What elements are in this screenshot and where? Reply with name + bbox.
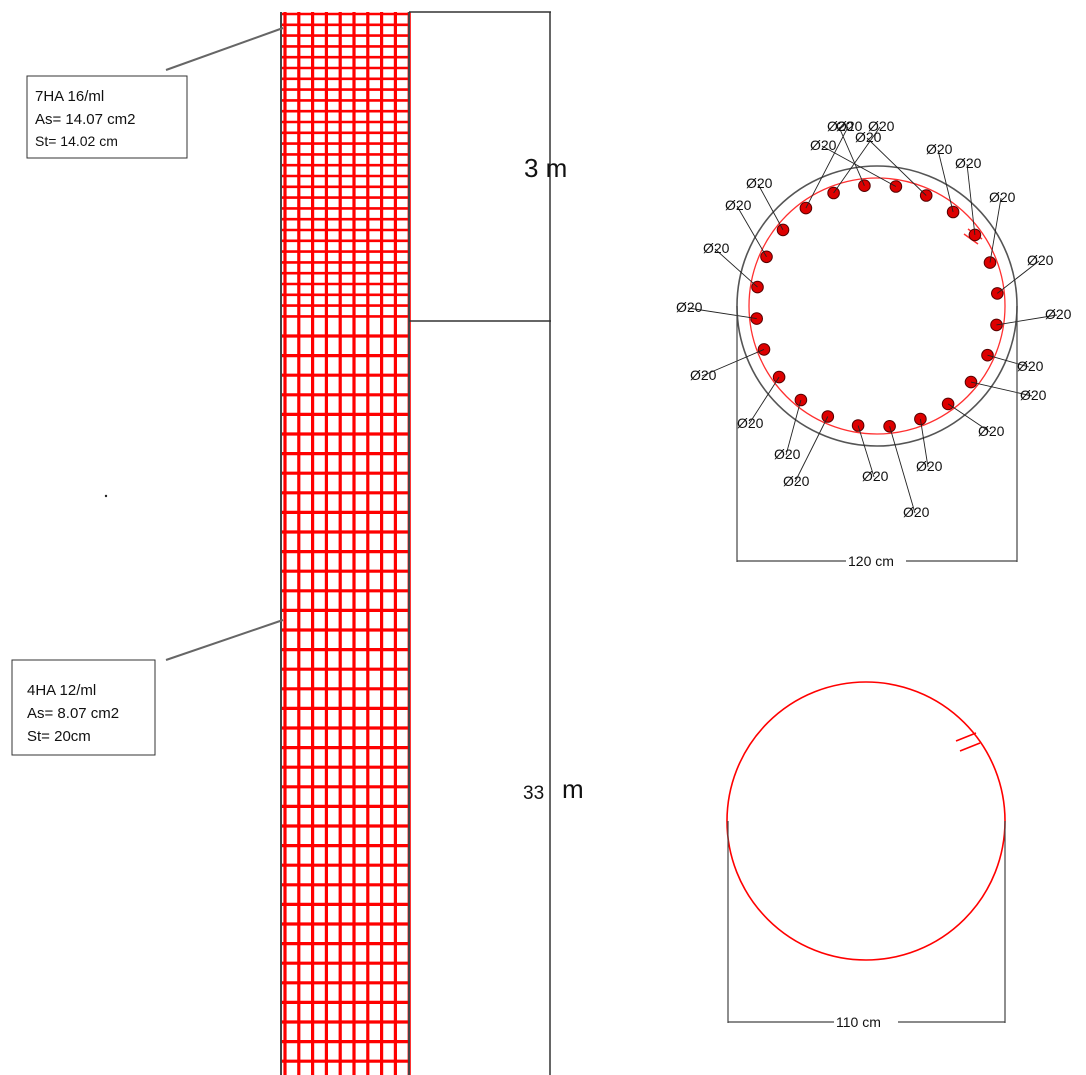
rebar-leader — [757, 183, 784, 231]
rebar-leader — [970, 381, 1033, 397]
dim-bottom-number: 33 — [523, 783, 544, 804]
section-top-width-label: 120 cm — [848, 553, 894, 569]
callout-top: 7HA 16/ml As= 14.07 cm2 St= 14.02 cm — [26, 27, 284, 159]
rebar-label: Ø20 — [746, 175, 773, 191]
rebar-label: Ø20 — [862, 468, 889, 484]
rebar-label: Ø20 — [1027, 252, 1054, 268]
rebar-label: Ø20 — [737, 415, 764, 431]
callout-bottom: 4HA 12/ml As= 8.07 cm2 St= 20cm — [11, 619, 284, 756]
callout-top-line3: St= 14.02 cm — [35, 133, 118, 149]
rebar-bar — [983, 256, 997, 269]
rebar-leader — [701, 348, 765, 377]
rebar-leader — [889, 426, 916, 514]
rebar-label: Ø20 — [690, 367, 717, 383]
column-rebar-grid — [282, 12, 411, 1075]
rebar-bar — [990, 318, 1003, 332]
height-dimension: 3 m 33 m — [409, 11, 584, 1075]
rebar-label: Ø20 — [810, 137, 837, 153]
rebar-label: Ø20 — [926, 141, 953, 157]
rebar-leader — [687, 307, 757, 320]
rebar-label: Ø20 — [1017, 358, 1044, 374]
rebar-label: Ø20 — [916, 458, 943, 474]
callout-bottom-leader — [165, 619, 284, 661]
rebar-leader — [989, 197, 1002, 263]
column-elevation — [280, 12, 411, 1075]
rebar-label: Ø20 — [1020, 387, 1047, 403]
callout-top-leader — [165, 27, 284, 71]
rebar-label: Ø20 — [774, 446, 801, 462]
section-bottom: 110 cm — [726, 681, 1006, 1030]
section-bottom-hook-1 — [955, 732, 977, 742]
rebar-label: Ø20 — [1045, 306, 1072, 322]
rebar-leader — [785, 399, 802, 456]
rebar-leader — [748, 376, 780, 425]
rebar-leader — [996, 314, 1058, 326]
rebar-leader — [857, 425, 875, 478]
rebar-label: Ø20 — [989, 189, 1016, 205]
stray-dot — [104, 494, 108, 498]
callout-top-box — [26, 75, 188, 159]
rebar-label: Ø20 — [725, 197, 752, 213]
callout-bottom-line3: St= 20cm — [27, 728, 91, 745]
rebar-label: Ø20 — [955, 155, 982, 171]
rebar-leader — [714, 248, 758, 288]
rebar-leader — [966, 163, 976, 235]
callout-bottom-line1: 4HA 12/ml — [27, 682, 96, 699]
callout-top-line1: 7HA 16/ml — [35, 88, 104, 105]
rebar-leader — [947, 403, 991, 433]
rebar-label: Ø20 — [868, 118, 895, 134]
rebar-leader — [987, 354, 1030, 368]
rebar-label: Ø20 — [903, 504, 930, 520]
rebar-leader — [997, 260, 1040, 294]
section-bottom-hook-2 — [959, 742, 981, 752]
rebar-label: Ø20 — [783, 473, 810, 489]
dim-bottom-unit: m — [562, 774, 584, 804]
rebar-label: Ø20 — [676, 299, 703, 315]
rebar-label: Ø20 — [703, 240, 730, 256]
section-top-bars — [750, 179, 1004, 433]
rebar-leader — [736, 205, 767, 258]
rebar-leader — [866, 137, 927, 196]
rebar-bar — [750, 312, 764, 325]
rebar-label: Ø20 — [855, 129, 882, 145]
rebar-label: Ø20 — [978, 423, 1005, 439]
rebar-leader — [937, 149, 954, 213]
section-top-inner-circle — [748, 177, 1006, 435]
rebar-leader — [833, 126, 881, 194]
rebar-bar — [991, 287, 1004, 300]
callout-bottom-line2: As= 8.07 cm2 — [27, 705, 119, 722]
rebar-leader — [919, 418, 929, 468]
callout-bottom-box — [11, 659, 156, 756]
callout-top-line2: As= 14.07 cm2 — [35, 111, 135, 128]
rebar-leader — [805, 126, 849, 209]
section-bottom-circle — [726, 681, 1006, 961]
rebar-leader — [794, 416, 829, 483]
section-top-outer-circle — [736, 165, 1018, 447]
section-bottom-width-label: 110 cm — [836, 1014, 881, 1030]
rebar-label: Ø20 — [836, 118, 863, 134]
dim-top-label: 3 m — [524, 153, 567, 183]
rebar-label: Ø20 — [827, 118, 854, 134]
